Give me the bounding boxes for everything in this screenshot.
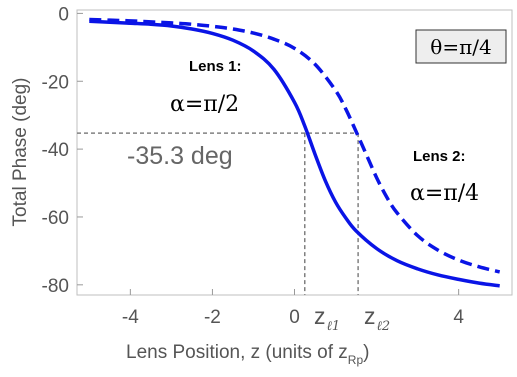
zl1-char: z bbox=[314, 303, 326, 329]
zl1-sub: ℓ1 bbox=[327, 319, 341, 334]
series-group bbox=[89, 17, 501, 288]
y-tick-label: -80 bbox=[42, 276, 69, 297]
x-tick-label: 4 bbox=[453, 307, 464, 328]
lens2-title: Lens 2: bbox=[413, 148, 466, 165]
theta-label: θ=π/4 bbox=[430, 35, 491, 59]
lens2-alpha: α=π/4 bbox=[410, 181, 479, 206]
lens1-phase-curve bbox=[89, 19, 500, 288]
phase-value-label: -35.3 deg bbox=[127, 142, 233, 170]
lens1-title: Lens 1: bbox=[189, 58, 242, 75]
zl2-label: zℓ2 bbox=[364, 303, 390, 334]
x-axis-label-main: Lens Position, z (units of z bbox=[126, 342, 348, 363]
y-axis-label: Total Phase (deg) bbox=[10, 78, 31, 227]
x-tick-label: -2 bbox=[204, 307, 221, 328]
zl2-char: z bbox=[364, 303, 376, 329]
x-axis-label-close: ) bbox=[363, 342, 369, 363]
x-tick-label: -4 bbox=[122, 307, 139, 328]
x-axis-label: Lens Position, z (units of zRp) bbox=[126, 342, 369, 367]
guide-lines bbox=[77, 132, 359, 295]
lens2-phase-curve bbox=[89, 17, 501, 274]
y-tick-label: 0 bbox=[58, 4, 69, 25]
x-axis-label-sub: Rp bbox=[348, 353, 364, 367]
zl1-label: zℓ1 bbox=[314, 303, 340, 334]
y-tick-label: -20 bbox=[42, 72, 69, 93]
theta-box bbox=[415, 29, 507, 64]
axis-ticks: -4 -2 0 40-20-40-60-80 bbox=[42, 4, 465, 328]
y-tick-label: -40 bbox=[42, 140, 69, 161]
lens1-alpha: α=π/2 bbox=[170, 92, 239, 117]
x-tick-label: 0 bbox=[289, 307, 300, 328]
zl2-sub: ℓ2 bbox=[377, 319, 391, 334]
y-tick-label: -60 bbox=[42, 208, 69, 229]
